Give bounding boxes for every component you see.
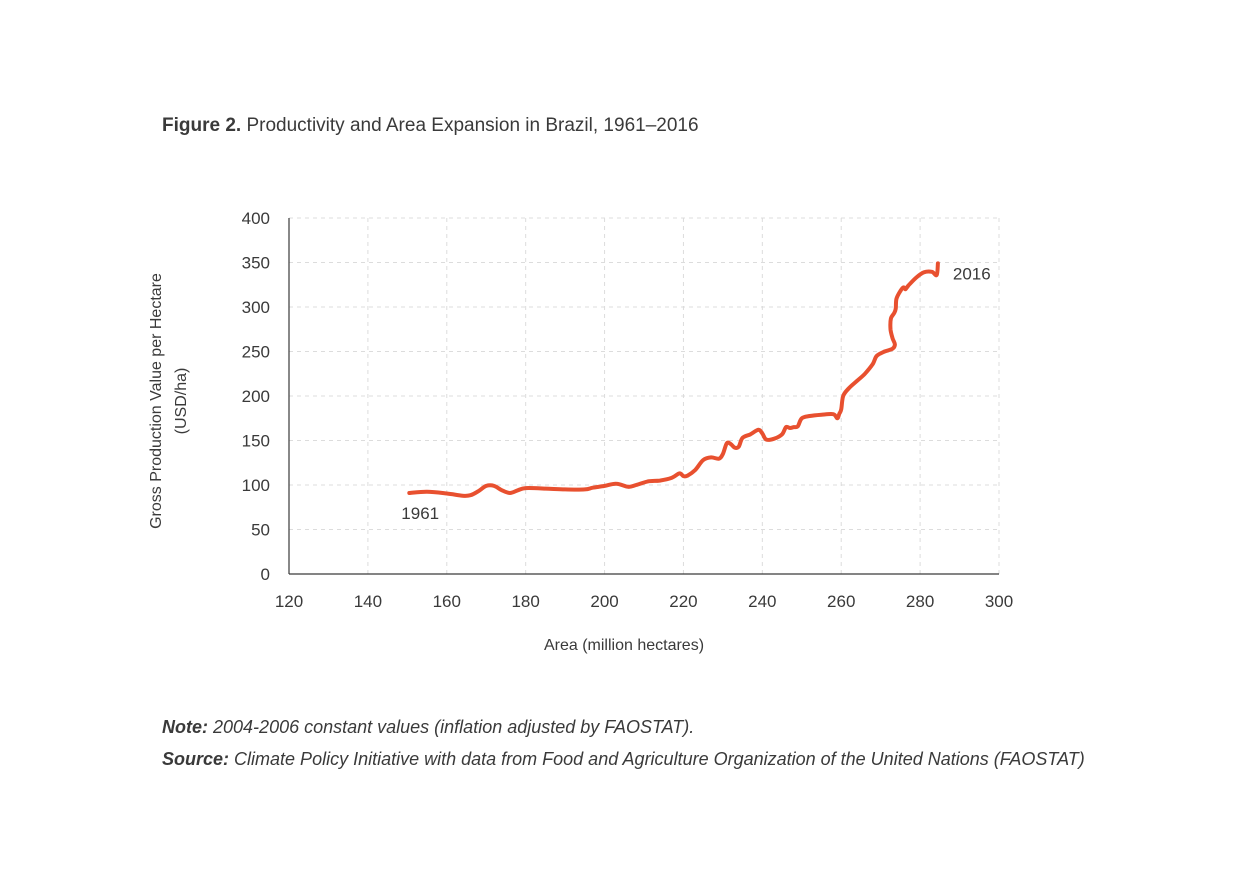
y-tick-label: 50: [251, 521, 270, 540]
figure-title-text: Productivity and Area Expansion in Brazi…: [246, 115, 699, 136]
x-tick-label: 260: [827, 592, 855, 611]
x-tick-label: 200: [590, 592, 618, 611]
series-area-productivity: [407, 261, 940, 498]
y-axis-label-line: (USD/ha): [173, 368, 190, 435]
y-tick-label: 100: [242, 476, 270, 495]
y-tick-label: 0: [261, 565, 270, 584]
annotation-end-year: 2016: [953, 264, 991, 283]
notes: Note: 2004-2006 constant values (inflati…: [162, 711, 1085, 775]
y-tick-label: 350: [242, 254, 270, 273]
x-tick-label: 300: [985, 592, 1013, 611]
y-tick-label: 300: [242, 298, 270, 317]
axes: [288, 218, 999, 575]
y-tick-labels: 0 50 100 150 200 250 300 350 400: [242, 209, 270, 584]
source-text: Climate Policy Initiative with data from…: [234, 749, 1085, 769]
series-line: [407, 261, 940, 498]
note-line: Note: 2004-2006 constant values (inflati…: [162, 711, 1085, 743]
x-tick-label: 240: [748, 592, 776, 611]
y-tick-label: 400: [242, 209, 270, 228]
figure-title: Figure 2. Productivity and Area Expansio…: [162, 115, 699, 137]
source-label: Source:: [162, 749, 230, 769]
figure-label: Figure 2.: [162, 115, 242, 136]
note-label: Note:: [162, 717, 208, 737]
annotations: 1961 2016: [401, 264, 990, 523]
x-tick-label: 160: [433, 592, 461, 611]
y-axis-label-line: Gross Production Value per Hectare: [148, 273, 165, 529]
y-tick-label: 200: [242, 387, 270, 406]
y-tick-label: 250: [242, 343, 270, 362]
grid: [289, 217, 1000, 574]
x-tick-label: 180: [511, 592, 539, 611]
y-axis-label: Gross Production Value per Hectare (USD/h…: [148, 273, 190, 529]
x-tick-label: 220: [669, 592, 697, 611]
x-tick-label: 140: [354, 592, 382, 611]
source-line: Source: Climate Policy Initiative with d…: [162, 743, 1085, 775]
x-axis-label: Area (million hectares): [544, 637, 704, 654]
y-tick-label: 150: [242, 432, 270, 451]
annotation-start-year: 1961: [401, 504, 439, 523]
x-tick-label: 120: [275, 592, 303, 611]
x-tick-label: 280: [906, 592, 934, 611]
x-tick-labels: 120 140 160 180 200 220 240 260 280 300: [275, 592, 1013, 611]
note-text: 2004-2006 constant values (inflation adj…: [213, 717, 695, 737]
